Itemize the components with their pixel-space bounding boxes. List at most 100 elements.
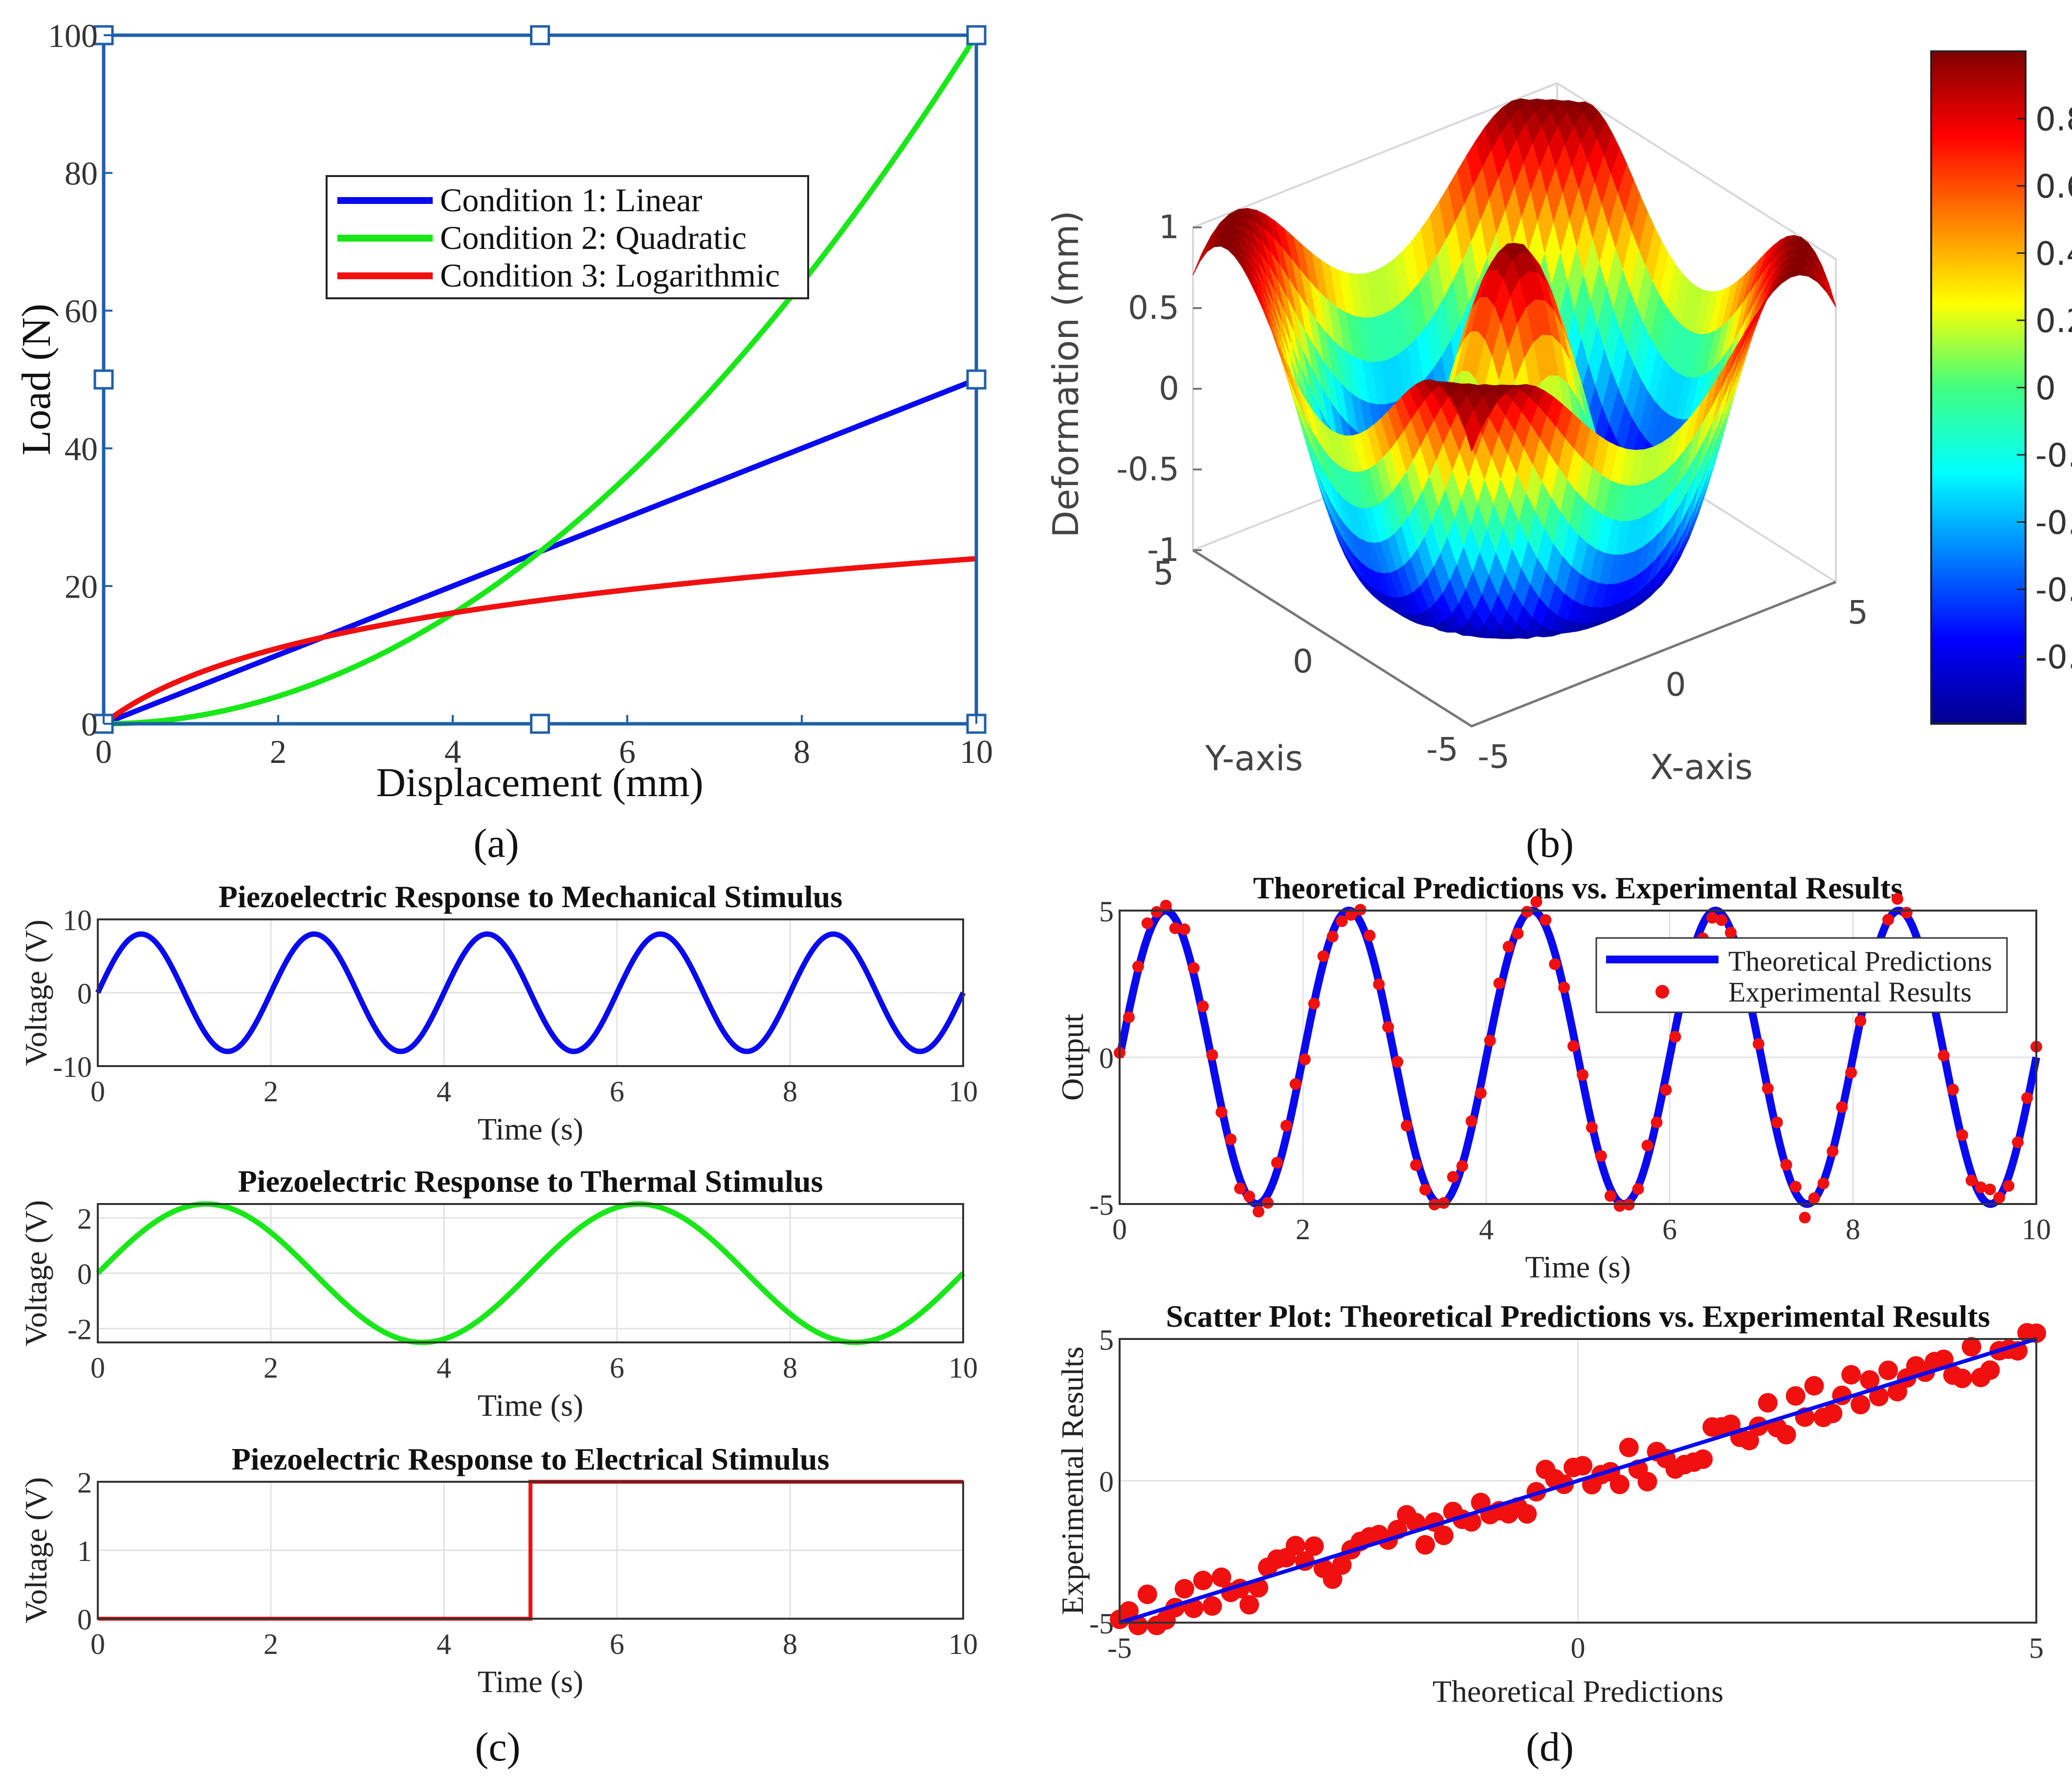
d1-experimental-point — [1475, 1087, 1487, 1099]
panel-b-ztick-label: 1 — [1159, 208, 1179, 246]
d1-experimental-point — [1641, 1139, 1653, 1152]
c2-xtick-label: 8 — [783, 1352, 797, 1384]
d2-scatter-point — [1174, 1579, 1194, 1599]
panel-a-frame-handle — [93, 369, 114, 390]
d1-experimental-point — [1373, 978, 1385, 990]
d1-xtick-label: 8 — [1846, 1213, 1860, 1246]
d1-experimental-point — [1132, 960, 1144, 973]
c1-xtick-label: 8 — [783, 1075, 797, 1108]
d2-scatter-point — [1323, 1569, 1343, 1589]
d2-scatter-point — [1869, 1386, 1889, 1406]
panel-a-xtick-label: 6 — [619, 733, 636, 770]
panel-a-ylabel: Load (N) — [14, 304, 59, 455]
panel-a-xlabel: Displacement (mm) — [376, 760, 703, 805]
panel-b-ytick-label: 5 — [1153, 555, 1174, 592]
legend-experimental-swatch — [1655, 985, 1669, 999]
c2-xlabel: Time (s) — [478, 1388, 583, 1423]
c1-ytick-label: 10 — [63, 904, 92, 937]
d2-scatter-point — [1693, 1449, 1713, 1469]
panel-b-ztick-label: 0.5 — [1128, 289, 1179, 327]
d1-experimental-point — [1280, 1119, 1292, 1132]
c3-xtick-label: 8 — [783, 1628, 797, 1660]
d2-scatter-point — [1619, 1437, 1639, 1457]
d1-experimental-point — [1808, 1192, 1820, 1204]
d1-experimental-point — [1215, 1106, 1228, 1118]
d1-experimental-point — [1669, 1031, 1681, 1043]
d2-xtick-label: -5 — [1107, 1632, 1132, 1664]
d1-experimental-point — [1345, 909, 1357, 921]
d2-scatter-point — [1785, 1386, 1806, 1406]
d1-experimental-point — [1271, 1157, 1283, 1169]
c3-xtick-label: 4 — [437, 1628, 451, 1660]
colorbar-tick-label: -0.8 — [2035, 639, 2072, 676]
c2-ytick-label: -2 — [67, 1314, 92, 1346]
d1-experimental-point — [1549, 958, 1561, 970]
panel-a-ytick-label: 80 — [65, 155, 98, 192]
panel-a-xticks: 0 2 4 6 8 10 — [95, 715, 993, 770]
d1-ytick-label: 0 — [1099, 1042, 1114, 1074]
d2-ytick-label: 5 — [1099, 1324, 1114, 1356]
d2-scatter-point — [1758, 1393, 1778, 1413]
legend-log-label: Condition 3: Logarithmic — [440, 257, 780, 294]
panel-b-yticks: -5 0 5 — [1153, 555, 1458, 768]
d1-ytick-label: 5 — [1099, 895, 1114, 928]
panel-b-surface — [1192, 98, 1836, 639]
c3-ylabel: Voltage (V) — [19, 1477, 53, 1623]
legend-quadratic-label: Condition 2: Quadratic — [440, 219, 747, 256]
d2-scatter-point — [1212, 1567, 1232, 1587]
panel-b-ylabel: Y-axis — [1205, 738, 1303, 779]
panel-a-series-3 — [102, 556, 977, 726]
d2-ytick-label: -5 — [1089, 1607, 1114, 1640]
c1-ytick-label: 0 — [77, 978, 92, 1010]
panel-d1-legend-box — [1595, 937, 2008, 1013]
panel-b-xlabel: X-axis — [1650, 747, 1753, 787]
d1-experimental-point — [1706, 912, 1719, 924]
d2-fit-line — [1119, 1337, 2037, 1625]
panel-a-xtick-label: 4 — [444, 733, 461, 770]
d1-experimental-point — [1401, 1119, 1413, 1132]
c2-ytick-label: 2 — [77, 1203, 92, 1235]
d1-experimental-point — [1141, 917, 1153, 929]
panel-b-ytick-label: -5 — [1426, 731, 1458, 768]
panel-d1-legend: Theoretical Predictions Experimental Res… — [1595, 937, 2008, 1013]
surface-patch — [1819, 273, 1836, 307]
d2-scatter-point — [1609, 1474, 1630, 1494]
panel-a-caption: (a) — [473, 821, 519, 866]
d1-experimental-point — [1947, 1084, 1959, 1096]
d1-experimental-point — [1206, 1049, 1218, 1061]
c2-voltage-line — [96, 1201, 965, 1345]
c1-xlabel: Time (s) — [478, 1112, 583, 1146]
d2-scatter-point — [1637, 1472, 1657, 1492]
legend-theory-label: Theoretical Predictions — [1728, 945, 1992, 977]
d2-scatter-point — [1517, 1504, 1537, 1524]
c1-xtick-label: 10 — [948, 1075, 978, 1108]
d2-scatter-point — [1851, 1395, 1871, 1415]
d2-scatter-point — [1433, 1525, 1454, 1545]
d1-experimental-point — [1595, 1150, 1607, 1162]
d1-experimental-point — [1364, 930, 1376, 941]
d1-experimental-point — [1567, 1040, 1579, 1052]
c2-xtick-label: 6 — [610, 1352, 624, 1384]
c1-xtick-label: 2 — [264, 1075, 278, 1108]
panel-b-xtick-label: 0 — [1666, 666, 1686, 704]
colorbar-tick-label: 0.2 — [2035, 302, 2072, 340]
d2-scatter-point — [1980, 1360, 2000, 1380]
axes-frame — [97, 1203, 964, 1343]
d1-experimental-point — [1965, 1174, 1978, 1186]
panel-a-frame-handle — [966, 25, 987, 45]
d1-experimental-point — [1604, 1190, 1616, 1202]
c3-xtick-label: 10 — [948, 1628, 978, 1660]
c3-ytick-label: 2 — [77, 1467, 92, 1499]
panel-b-xtick-label: -5 — [1477, 738, 1510, 776]
d2-ytick-label: 0 — [1099, 1466, 1114, 1498]
colorbar-ticks: 0.8 0.6 0.4 0.2 0 -0.2 -0.4 -0.6 -0.8 — [2017, 101, 2072, 676]
d1-experimental-point — [1956, 1129, 1968, 1141]
d1-experimental-point — [2012, 1136, 2024, 1148]
axes-frame — [97, 918, 964, 1067]
d2-scatter-point — [1193, 1570, 1213, 1590]
d1-experimental-point — [1651, 1116, 1663, 1129]
c3-xtick-label: 6 — [610, 1628, 624, 1660]
